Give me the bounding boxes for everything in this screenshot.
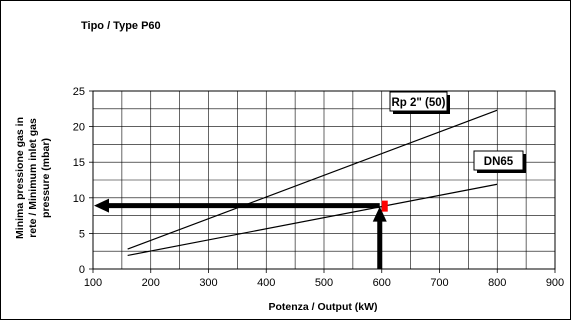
- x-tick-label: 400: [257, 277, 275, 289]
- label-text: DN65: [484, 156, 514, 168]
- y-tick-label: 0: [79, 264, 85, 276]
- y-tick-label: 10: [73, 193, 85, 205]
- y-axis-title: Minima pressione gas in rete / Minimum i…: [14, 117, 52, 239]
- x-tick-labels: 100 200 300 400 500 600 700 800 900: [84, 269, 564, 289]
- y-tick-labels: 0 5 10 15 20 25: [73, 86, 93, 276]
- y-axis-title-line-1: Minima pressione gas in: [14, 117, 26, 239]
- y-axis-title-line-3: pressure (mbar): [40, 138, 52, 218]
- y-tick-label: 25: [73, 86, 85, 98]
- label-box: [389, 91, 448, 112]
- chart-title: Tipo / Type P60: [81, 20, 161, 32]
- x-tick-label: 200: [142, 277, 160, 289]
- series-labels: Rp 2" (50) DN65: [389, 91, 526, 173]
- series-label-1: Rp 2" (50): [389, 91, 450, 114]
- x-axis-title: Potenza / Output (kW): [268, 301, 377, 313]
- x-tick-label: 700: [430, 277, 448, 289]
- operating-point-marker: [381, 200, 388, 212]
- series-label-2: DN65: [473, 150, 526, 173]
- x-tick-label: 500: [315, 277, 333, 289]
- y-tick-label: 5: [79, 228, 85, 240]
- operating-point-annotation: [94, 198, 388, 269]
- horizontal-arrowhead: [94, 198, 109, 213]
- x-tick-label: 600: [373, 277, 391, 289]
- x-tick-label: 100: [84, 277, 102, 289]
- label-box: [473, 150, 524, 171]
- label-text: Rp 2" (50): [391, 97, 445, 109]
- y-axis-title-line-2: rete / Minimum inlet gas: [27, 118, 39, 238]
- series-line-1: [127, 109, 498, 250]
- series-lines: [127, 109, 498, 257]
- x-tick-label: 800: [488, 277, 506, 289]
- x-tick-label: 300: [199, 277, 217, 289]
- x-tick-label: 900: [546, 277, 564, 289]
- y-tick-label: 20: [73, 122, 85, 134]
- vertical-arrowhead: [372, 206, 387, 222]
- series-line-2: [127, 183, 498, 257]
- y-tick-label: 15: [73, 157, 85, 169]
